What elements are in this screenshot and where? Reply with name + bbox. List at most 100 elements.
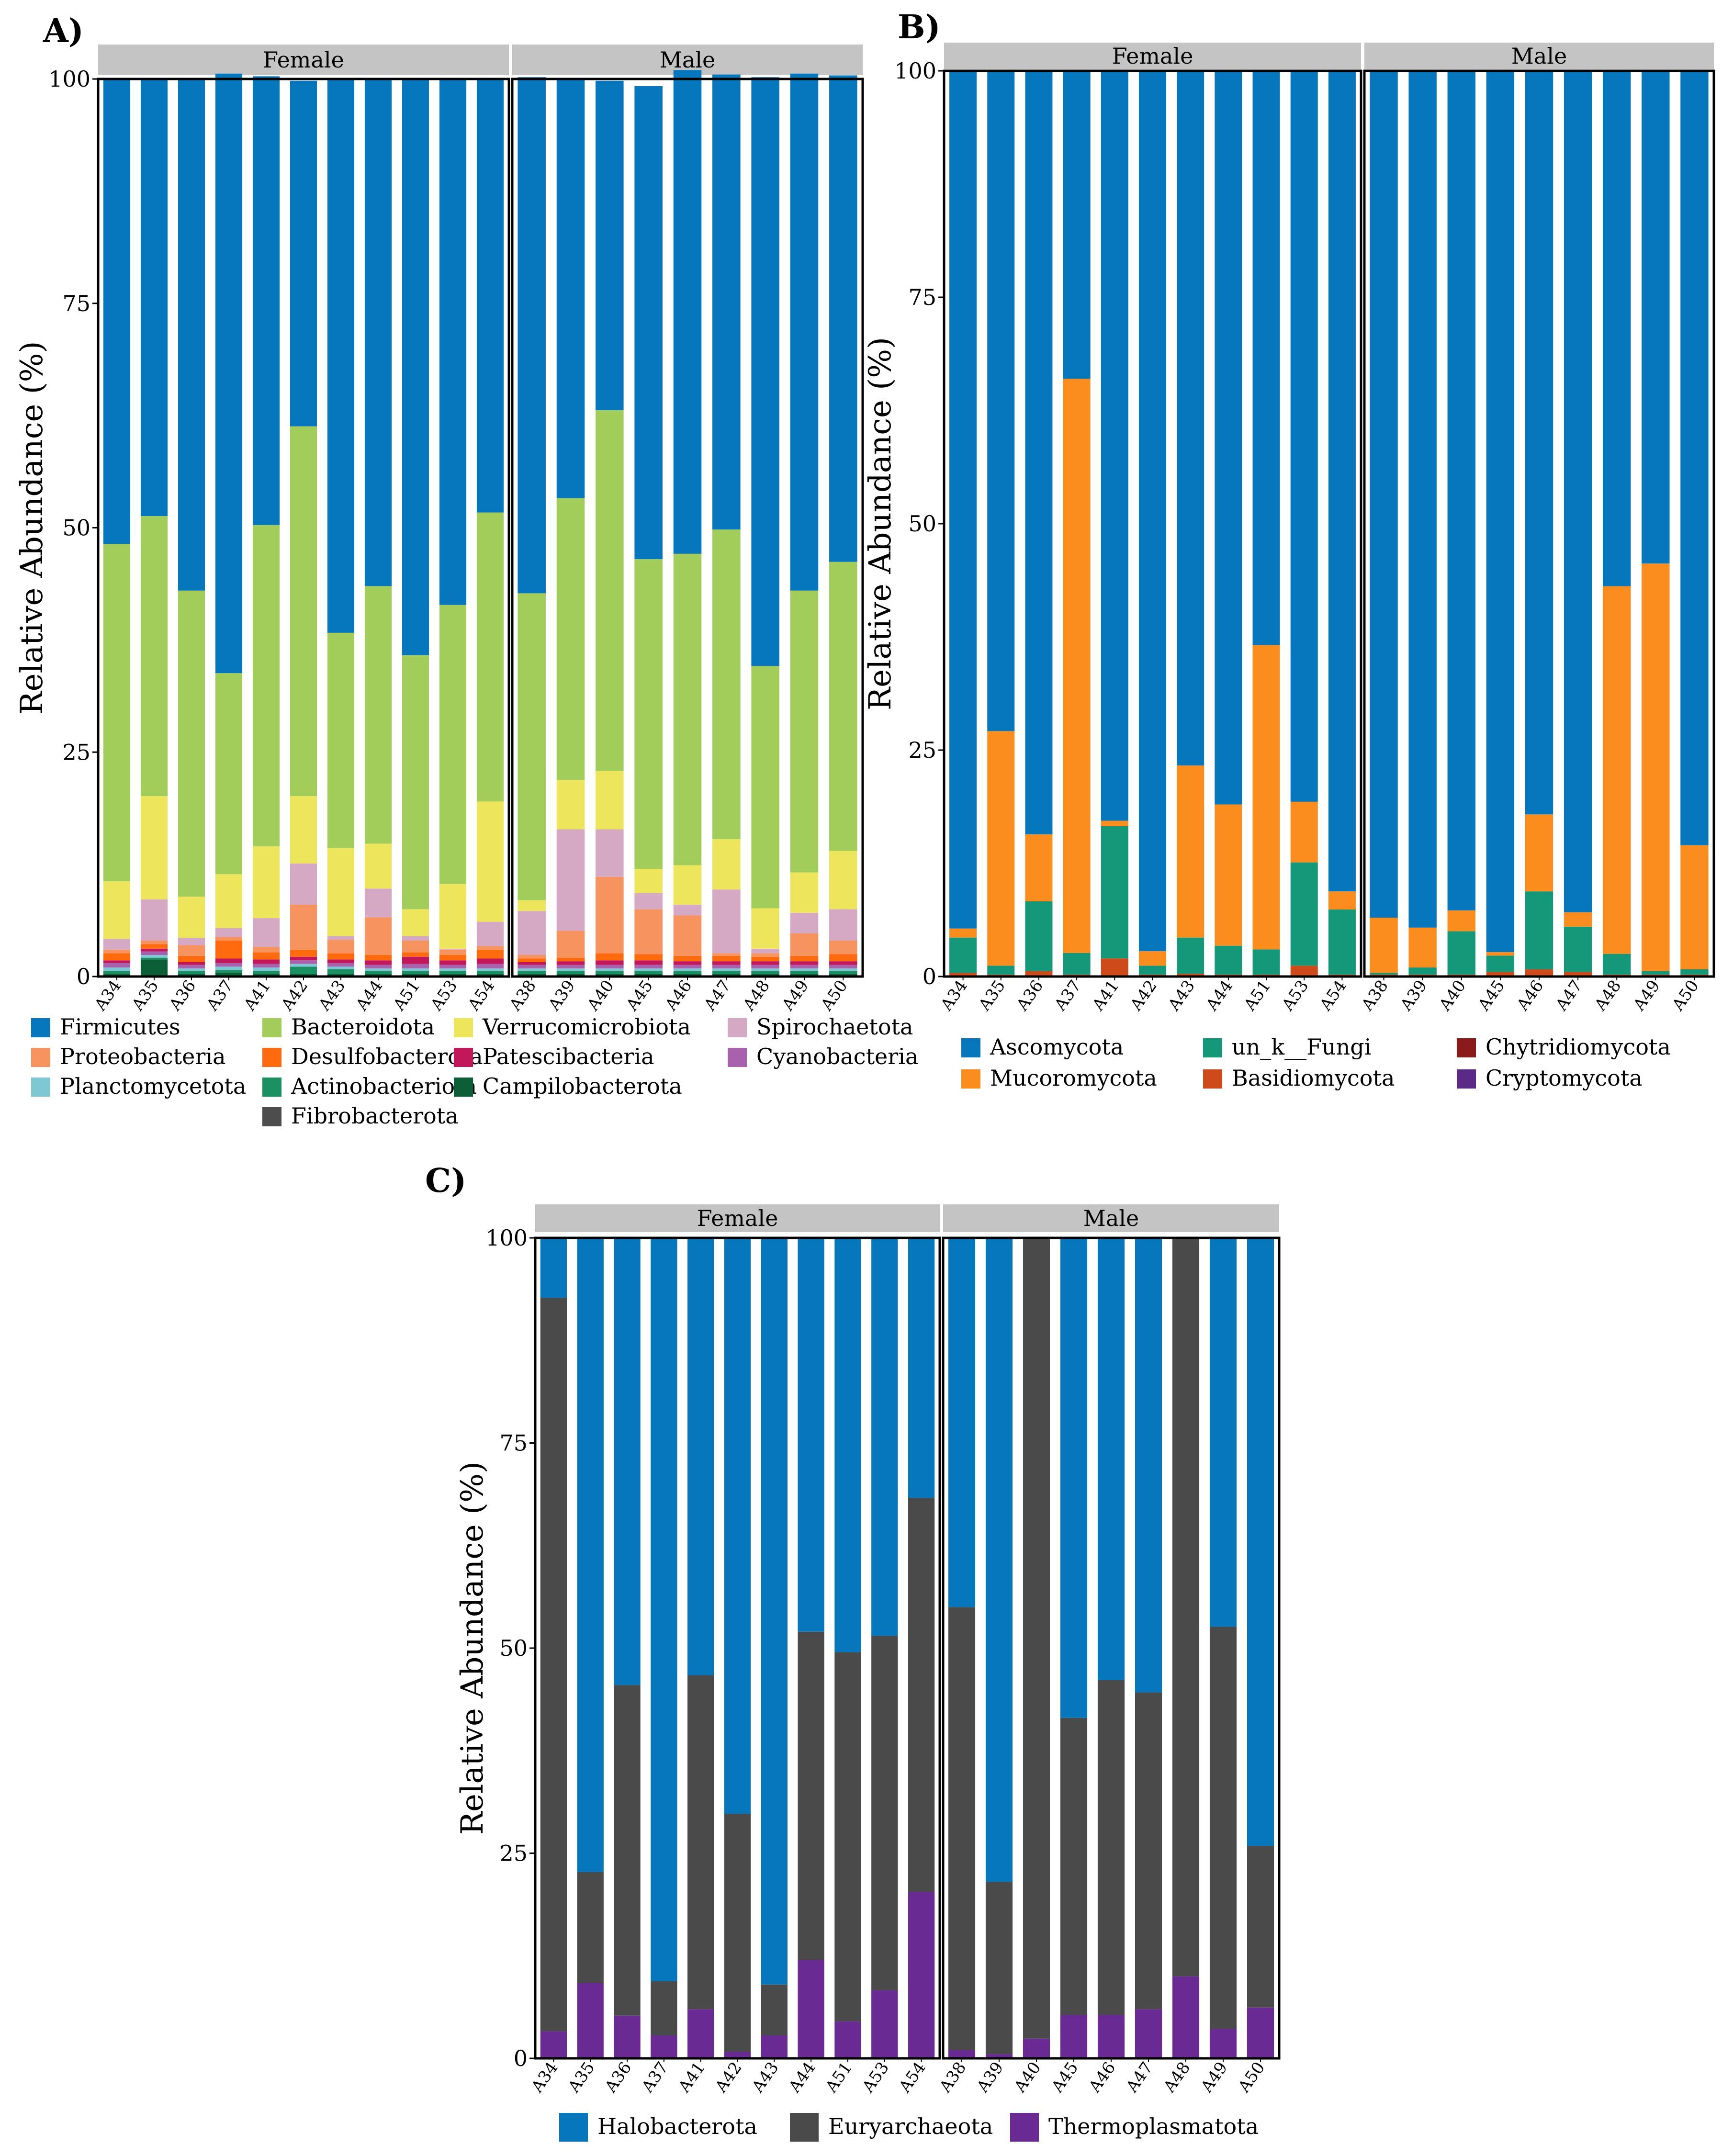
bar-un-k-fungi-a48 (1603, 954, 1631, 975)
bar-thermoplasmatota-a46 (1097, 2015, 1125, 2058)
x-tick-label: A35 (128, 977, 162, 1014)
bar-proteobacteria-a46 (673, 915, 702, 956)
legend-label-firmicutes: Firmicutes (60, 1014, 180, 1040)
legend-swatch-thermoplasmatota (1010, 2113, 1039, 2142)
bar-cyanobacteria-a41 (252, 964, 280, 968)
bar-mucoromycota-a35 (987, 731, 1015, 966)
bar-actinobacteriota-a35 (140, 957, 168, 960)
x-tick-label: A50 (1668, 977, 1703, 1014)
bar-planctomycetota-a42 (290, 964, 317, 967)
x-tick-label: A34 (90, 977, 125, 1014)
bar-ascomycota-a51 (1252, 71, 1280, 645)
bar-proteobacteria-a45 (634, 909, 663, 954)
x-tick-label: A51 (822, 2058, 856, 2096)
bar-desulfobacterota-a35 (140, 944, 168, 949)
bar-proteobacteria-a53 (439, 949, 467, 955)
x-tick-label: A53 (427, 977, 461, 1014)
y-tick-label: 75 (499, 1430, 528, 1456)
bar-thermoplasmatota-a34 (540, 2031, 567, 2058)
bar-planctomycetota-a38 (518, 968, 546, 971)
bar-halobacterota-a41 (687, 1238, 714, 1675)
bar-planctomycetota-a43 (327, 966, 355, 969)
legend-swatch-campilobacterota (454, 1078, 473, 1097)
x-tick-label: A48 (1590, 977, 1625, 1014)
bar-halobacterota-a39 (985, 1238, 1013, 1882)
bar-patescibacteria-a40 (596, 960, 624, 965)
bar-mucoromycota-a42 (1138, 951, 1167, 966)
x-tick-label: A43 (315, 977, 349, 1014)
bar-ascomycota-a48 (1603, 71, 1631, 586)
bar-verrucomicrobiota-a53 (439, 884, 467, 949)
bar-actinobacteriota-a43 (327, 969, 355, 974)
legend-swatch-verrucomicrobiota (454, 1018, 473, 1037)
bar-actinobacteriota-a47 (712, 971, 741, 974)
bar-proteobacteria-a34 (103, 949, 131, 954)
bar-euryarchaeota-a43 (761, 1984, 788, 2036)
bar-bacteroidota-a47 (712, 529, 741, 840)
legend-swatch-fibrobacterota (262, 1107, 281, 1126)
legend-swatch-basidiomycota (1203, 1069, 1222, 1089)
bar-campilobacterota-a54 (476, 974, 504, 976)
x-tick-label: A41 (1088, 977, 1123, 1014)
bar-un-k-fungi-a43 (1177, 937, 1204, 974)
bar-un-k-fungi-a38 (1370, 973, 1398, 975)
bar-planctomycetota-a36 (178, 968, 205, 971)
bar-halobacterota-a51 (834, 1238, 861, 1652)
bar-un-k-fungi-a35 (987, 966, 1015, 975)
bar-ascomycota-a49 (1642, 71, 1670, 564)
bar-verrucomicrobiota-a40 (596, 771, 624, 830)
bar-firmicutes-a54 (476, 79, 504, 513)
bar-planctomycetota-a37 (215, 966, 243, 970)
bar-mucoromycota-a47 (1564, 912, 1592, 927)
bar-euryarchaeota-a42 (724, 1814, 751, 2052)
bar-proteobacteria-a42 (290, 905, 317, 950)
bar-ascomycota-a47 (1564, 71, 1592, 912)
bar-thermoplasmatota-a40 (1023, 2038, 1050, 2058)
bar-desulfobacterota-a53 (439, 955, 467, 961)
bar-cyanobacteria-a50 (829, 965, 857, 969)
bar-planctomycetota-a51 (402, 968, 429, 971)
bar-thermoplasmatota-a53 (871, 1990, 898, 2058)
bar-basidiomycota-a53 (1290, 966, 1318, 977)
bar-firmicutes-a36 (178, 79, 205, 591)
bar-verrucomicrobiota-a41 (252, 846, 280, 919)
bar-halobacterota-a38 (948, 1238, 976, 1607)
bar-campilobacterota-a50 (829, 974, 857, 976)
bar-cyanobacteria-a49 (790, 965, 819, 969)
x-tick-label: A48 (1159, 2058, 1194, 2096)
bar-campilobacterota-a44 (364, 974, 392, 976)
bar-thermoplasmatota-a35 (577, 1983, 604, 2058)
bar-halobacterota-a54 (908, 1238, 935, 1498)
bar-verrucomicrobiota-a34 (103, 881, 131, 939)
bar-firmicutes-a37 (215, 73, 243, 674)
x-tick-label: A49 (1197, 2058, 1231, 2096)
bar-un-k-fungi-a45 (1486, 955, 1515, 972)
bar-cyanobacteria-a46 (673, 965, 702, 969)
x-tick-label: A38 (1358, 977, 1392, 1014)
bar-proteobacteria-a44 (364, 917, 392, 955)
bar-bacteroidota-a46 (673, 553, 702, 865)
bar-halobacterota-a49 (1209, 1238, 1237, 1627)
bar-desulfobacterota-a45 (634, 954, 663, 961)
bar-patescibacteria-a51 (402, 956, 429, 964)
bar-patescibacteria-a41 (252, 959, 280, 964)
bar-cyanobacteria-a54 (476, 964, 504, 969)
bar-un-k-fungi-a47 (1564, 926, 1592, 972)
bar-proteobacteria-a40 (596, 876, 624, 954)
x-tick-label: A54 (1316, 977, 1351, 1014)
x-tick-label: A36 (1013, 977, 1047, 1014)
x-tick-label: A35 (564, 2058, 598, 2096)
facet-frame (942, 1236, 1281, 2060)
bar-actinobacteriota-a44 (364, 971, 392, 974)
bar-verrucomicrobiota-a37 (215, 874, 243, 928)
bar-ascomycota-a37 (1063, 71, 1091, 379)
legend-label-planctomycetota: Planctomycetota (60, 1073, 246, 1099)
bar-cyanobacteria-a36 (178, 965, 205, 969)
bar-bacteroidota-a54 (476, 512, 504, 802)
bar-firmicutes-a45 (634, 86, 663, 560)
bar-un-k-fungi-a44 (1215, 945, 1242, 975)
x-tick-label: A39 (544, 977, 579, 1014)
bar-euryarchaeota-a48 (1172, 1238, 1200, 1976)
x-tick-label: A36 (601, 2058, 635, 2096)
x-tick-label: A46 (1513, 977, 1547, 1014)
